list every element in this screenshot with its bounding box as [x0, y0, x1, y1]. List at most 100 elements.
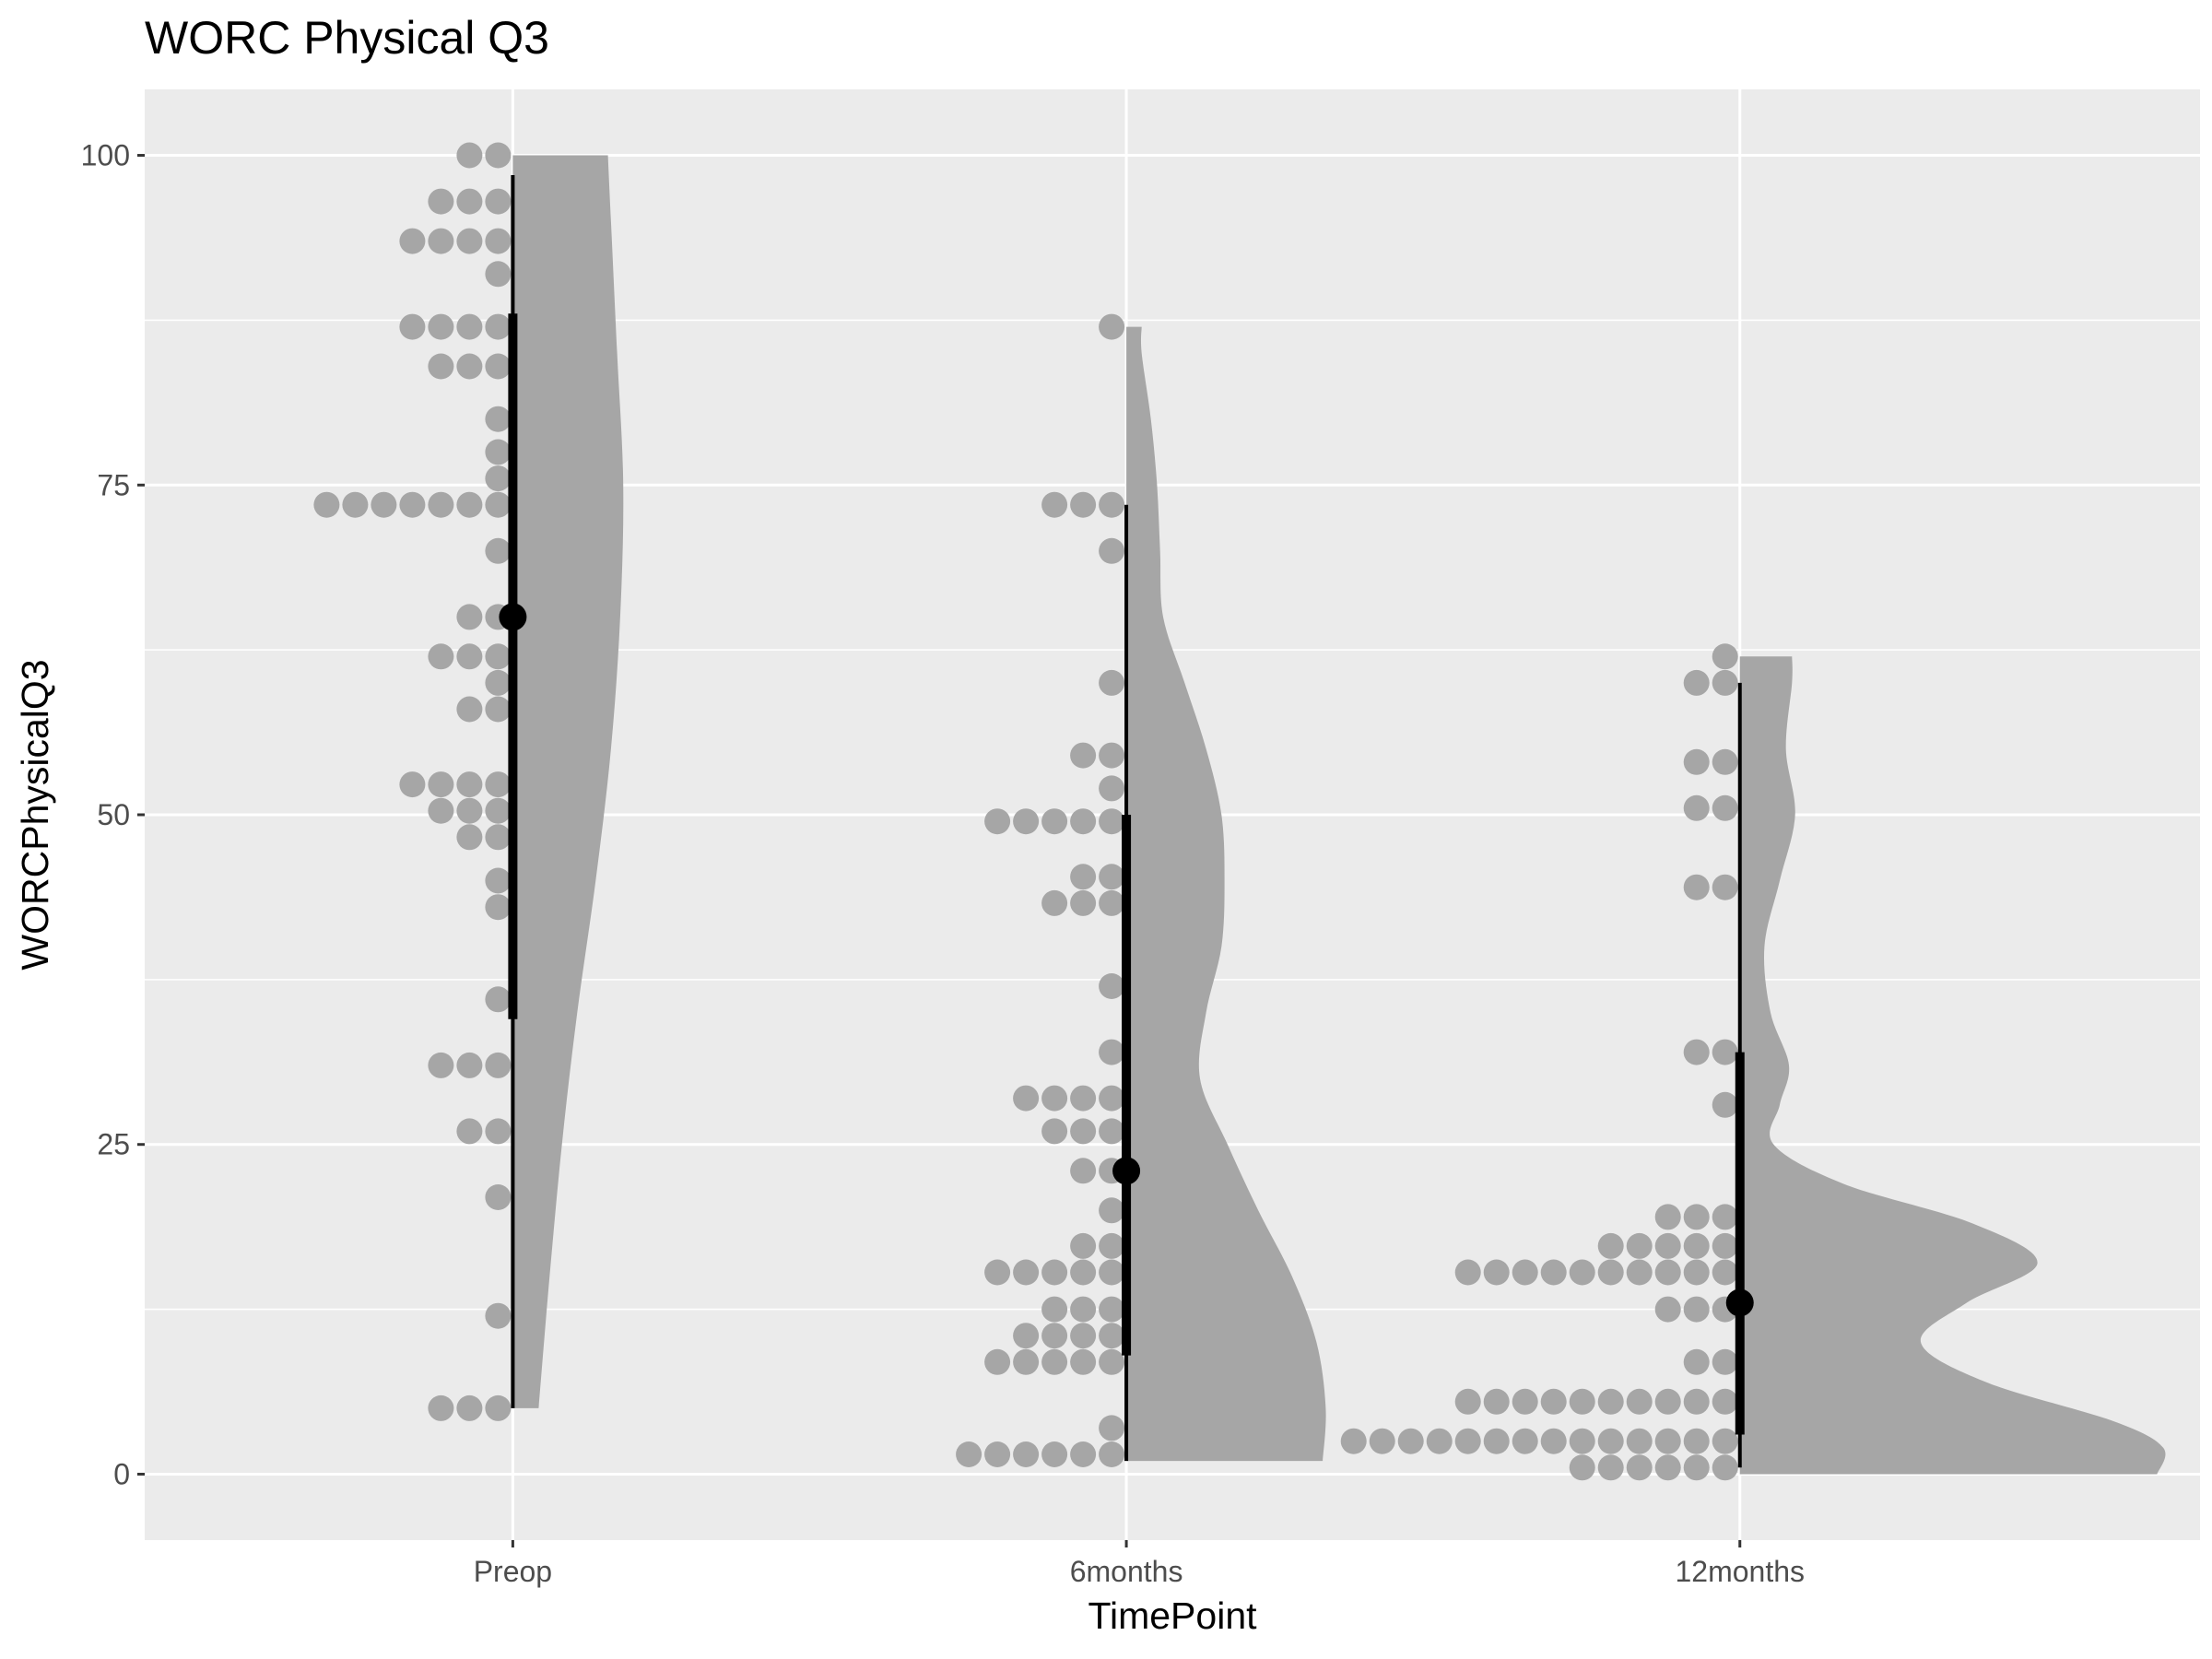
data-dot	[1041, 1441, 1068, 1467]
data-dot	[456, 604, 483, 630]
y-tick-label: 25	[97, 1128, 130, 1161]
data-dot	[1626, 1454, 1653, 1481]
data-dot	[456, 1394, 483, 1421]
data-dot	[1070, 1441, 1097, 1467]
y-tick-label: 100	[81, 139, 130, 172]
data-dot	[1070, 742, 1097, 769]
median-point	[1112, 1157, 1141, 1185]
data-dot	[1683, 794, 1710, 821]
density-cloud-6months	[1126, 326, 1326, 1462]
data-dot	[342, 491, 369, 518]
data-dot	[1683, 748, 1710, 775]
y-tick-label: 50	[97, 798, 130, 831]
data-dot	[428, 797, 454, 824]
y-tick-label: 0	[113, 1457, 130, 1490]
data-dot	[1099, 1415, 1125, 1441]
data-dot	[1712, 874, 1738, 900]
axes: 0 25 50 75 100 Preop 6months 12months	[81, 139, 1805, 1588]
data-dot	[485, 797, 512, 824]
data-dot	[1340, 1428, 1367, 1454]
y-axis-title: WORCPhysicalQ3	[14, 659, 56, 970]
data-dot	[1070, 1296, 1097, 1323]
data-dot	[1099, 491, 1125, 518]
data-dot	[956, 1441, 982, 1467]
data-dot	[1683, 1259, 1710, 1286]
data-dot	[456, 491, 483, 518]
data-dot	[1483, 1428, 1510, 1454]
data-dot	[456, 824, 483, 851]
data-dot	[1569, 1454, 1595, 1481]
data-dot	[399, 228, 426, 254]
data-dot	[456, 1052, 483, 1078]
data-dot	[1712, 1348, 1738, 1375]
data-dot	[1540, 1388, 1567, 1415]
data-dot	[1683, 1428, 1710, 1454]
data-dot	[1712, 1091, 1738, 1118]
data-dot	[1070, 889, 1097, 916]
data-dot	[1041, 1323, 1068, 1349]
data-dot	[1712, 643, 1738, 670]
chart-title: WORC Physical Q3	[145, 12, 549, 64]
data-dot	[1369, 1428, 1395, 1454]
data-dot	[485, 771, 512, 798]
data-dot	[1597, 1259, 1624, 1286]
data-dot	[1099, 1197, 1125, 1224]
data-dot	[456, 696, 483, 723]
data-dot	[485, 261, 512, 288]
density-cloud-12months	[1739, 656, 2166, 1475]
data-dot	[984, 1441, 1011, 1467]
data-dot	[1683, 1388, 1710, 1415]
data-dot	[428, 491, 454, 518]
data-dot	[371, 491, 397, 518]
data-dot	[1099, 808, 1125, 835]
data-dot	[1712, 1428, 1738, 1454]
data-dot	[1512, 1428, 1538, 1454]
data-dot	[1041, 1259, 1068, 1286]
data-dot	[456, 188, 483, 215]
data-dot	[428, 1052, 454, 1078]
data-dot	[428, 228, 454, 254]
data-dot	[1397, 1428, 1424, 1454]
data-dot	[485, 537, 512, 564]
data-dot	[1099, 1296, 1125, 1323]
median-point	[1725, 1288, 1754, 1317]
data-dot	[1683, 1348, 1710, 1375]
data-dot	[485, 142, 512, 169]
data-dot	[1099, 1118, 1125, 1145]
data-dot	[485, 867, 512, 894]
data-dot	[485, 406, 512, 432]
data-dot	[1683, 1204, 1710, 1230]
data-dot	[456, 142, 483, 169]
data-dot	[1569, 1259, 1595, 1286]
data-dot	[1626, 1259, 1653, 1286]
data-dot	[1070, 864, 1097, 890]
data-dot	[1597, 1454, 1624, 1481]
data-dot	[485, 669, 512, 696]
data-dot	[984, 808, 1011, 835]
data-dot	[1712, 1204, 1738, 1230]
data-dot	[1569, 1428, 1595, 1454]
data-dot	[456, 1118, 483, 1145]
data-dot	[1569, 1388, 1595, 1415]
data-dot	[456, 353, 483, 380]
data-dot	[1654, 1232, 1681, 1259]
data-dot	[485, 1052, 512, 1078]
data-dot	[1597, 1428, 1624, 1454]
data-dot	[1099, 537, 1125, 564]
data-dot	[1041, 1348, 1068, 1375]
data-dot	[1041, 1118, 1068, 1145]
density-clouds	[512, 155, 2166, 1475]
density-cloud-Preop	[512, 155, 624, 1408]
data-dot	[1070, 808, 1097, 835]
data-dot	[1099, 775, 1125, 802]
data-dot	[485, 894, 512, 921]
data-dot	[1712, 748, 1738, 775]
x-axis-title: TimePoint	[1088, 1594, 1257, 1637]
data-dot	[1070, 1085, 1097, 1112]
data-dot	[313, 491, 340, 518]
data-dot	[456, 797, 483, 824]
data-dot	[485, 465, 512, 492]
data-dot	[485, 313, 512, 340]
data-dot	[456, 771, 483, 798]
